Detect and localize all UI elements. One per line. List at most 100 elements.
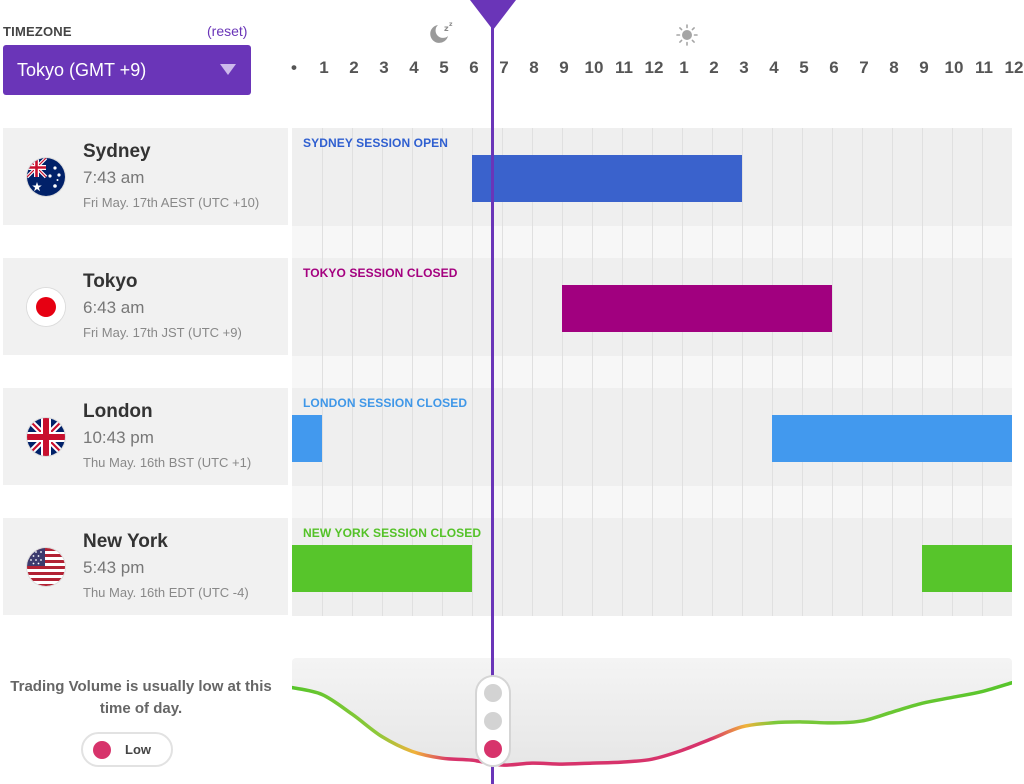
volume-message: Trading Volume is usually low at this ti… xyxy=(10,678,272,717)
city-date-timezone: Thu May. 16th BST (UTC +1) xyxy=(83,455,252,470)
hour-label: 8 xyxy=(529,58,539,77)
traffic-light-middle xyxy=(484,712,502,730)
hour-label: 10 xyxy=(584,58,604,77)
timezone-reset-link[interactable]: (reset) xyxy=(207,23,248,39)
grid-line xyxy=(922,128,923,616)
city-local-time: 7:43 am xyxy=(83,168,145,187)
sun-icon xyxy=(676,24,698,46)
session-bar-new-york[interactable] xyxy=(922,545,1012,592)
grid-line xyxy=(382,128,383,616)
session-bar-tokyo[interactable] xyxy=(562,285,832,332)
hour-label: 9 xyxy=(919,58,929,77)
hour-label: 2 xyxy=(349,58,359,77)
hour-label: 7 xyxy=(859,58,869,77)
hour-label: 1 xyxy=(679,58,689,77)
city-name: Tokyo xyxy=(83,271,138,292)
grid-line xyxy=(562,128,563,616)
grid-line xyxy=(982,128,983,616)
traffic-light-icon xyxy=(475,675,511,767)
svg-text:z: z xyxy=(444,24,449,33)
grid-line xyxy=(952,128,953,616)
sydney-session-status: SYDNEY SESSION OPEN xyxy=(303,136,449,150)
grid-line xyxy=(652,128,653,616)
grid-line xyxy=(532,128,533,616)
traffic-light-top xyxy=(484,684,502,702)
timezone-selected-value: Tokyo (GMT +9) xyxy=(17,60,147,80)
hour-label: 4 xyxy=(409,58,419,77)
grid-line xyxy=(352,128,353,616)
svg-text:z: z xyxy=(449,21,453,28)
hour-label: 3 xyxy=(379,58,389,77)
grid-line xyxy=(772,128,773,616)
volume-curve-line xyxy=(292,680,1012,767)
volume-level-badge: Low xyxy=(81,732,173,767)
market-card-tokyo[interactable]: Tokyo 6:43 am Fri May. 17th JST (UTC +9) xyxy=(3,258,288,355)
grid-line xyxy=(832,128,833,616)
london-session-status: LONDON SESSION CLOSED xyxy=(303,396,468,410)
market-card-sydney[interactable]: Sydney 7:43 am Fri May. 17th AEST (UTC +… xyxy=(3,128,288,225)
session-bar-london[interactable] xyxy=(772,415,1012,462)
new-york-session-status: NEW YORK SESSION CLOSED xyxy=(303,526,482,540)
grid-line xyxy=(412,128,413,616)
session-bar-london[interactable] xyxy=(292,415,322,462)
grid-line xyxy=(712,128,713,616)
hour-label: 11 xyxy=(975,58,993,77)
volume-level-dot-icon xyxy=(93,741,111,759)
grid-line xyxy=(592,128,593,616)
hour-label: 5 xyxy=(799,58,809,77)
hour-label: 10 xyxy=(944,58,964,77)
hour-label: 12 xyxy=(644,58,664,77)
hour-label: 12 xyxy=(1004,58,1024,77)
hour-label: 9 xyxy=(559,58,569,77)
hour-label: 11 xyxy=(615,58,633,77)
city-local-time: 6:43 am xyxy=(83,298,145,317)
timezone-label: TIMEZONE xyxy=(3,24,72,39)
chevron-down-icon xyxy=(220,64,236,75)
traffic-light-active xyxy=(484,740,502,758)
market-card-london[interactable]: London 10:43 pm Thu May. 16th BST (UTC +… xyxy=(3,388,288,485)
city-date-timezone: Fri May. 17th AEST (UTC +10) xyxy=(83,195,260,210)
city-name: New York xyxy=(83,531,168,552)
current-time-handle[interactable] xyxy=(470,0,516,30)
hour-label: 6 xyxy=(829,58,839,77)
hour-label: 4 xyxy=(769,58,779,77)
hour-label: 1 xyxy=(319,58,329,77)
city-local-time: 10:43 pm xyxy=(83,428,154,447)
session-bar-sydney[interactable] xyxy=(472,155,742,202)
hour-label: 3 xyxy=(739,58,749,77)
hour-label: 5 xyxy=(439,58,449,77)
grid-line xyxy=(472,128,473,616)
city-date-timezone: Fri May. 17th JST (UTC +9) xyxy=(83,325,242,340)
grid-line xyxy=(622,128,623,616)
volume-level-label: Low xyxy=(125,742,151,757)
timezone-dropdown[interactable]: Tokyo (GMT +9) xyxy=(3,45,251,95)
grid-line xyxy=(892,128,893,616)
tokyo-session-status: TOKYO SESSION CLOSED xyxy=(303,266,458,280)
hour-label: 7 xyxy=(499,58,509,77)
hour-label: 2 xyxy=(709,58,719,77)
australia-flag-icon xyxy=(27,158,65,196)
grid-line xyxy=(322,128,323,616)
city-local-time: 5:43 pm xyxy=(83,558,145,577)
uk-flag-icon xyxy=(27,418,65,456)
grid-line xyxy=(442,128,443,616)
city-name: Sydney xyxy=(83,141,151,162)
volume-curve-chart xyxy=(292,658,1012,784)
hour-label: 6 xyxy=(469,58,479,77)
grid-line xyxy=(682,128,683,616)
city-date-timezone: Thu May. 16th EDT (UTC -4) xyxy=(83,585,249,600)
session-grid xyxy=(292,128,1012,616)
session-bar-new-york[interactable] xyxy=(292,545,472,592)
hour-label: 8 xyxy=(889,58,899,77)
hour-label: • xyxy=(291,58,297,77)
grid-line xyxy=(742,128,743,616)
japan-flag-icon xyxy=(27,288,65,326)
grid-line xyxy=(802,128,803,616)
volume-area xyxy=(292,682,1012,784)
grid-line xyxy=(862,128,863,616)
current-time-line[interactable] xyxy=(491,0,494,784)
usa-flag-icon xyxy=(27,548,65,586)
market-card-new-york[interactable]: New York 5:43 pm Thu May. 16th EDT (UTC … xyxy=(3,518,288,615)
grid-line xyxy=(502,128,503,616)
moon-icon: z z xyxy=(430,21,453,43)
